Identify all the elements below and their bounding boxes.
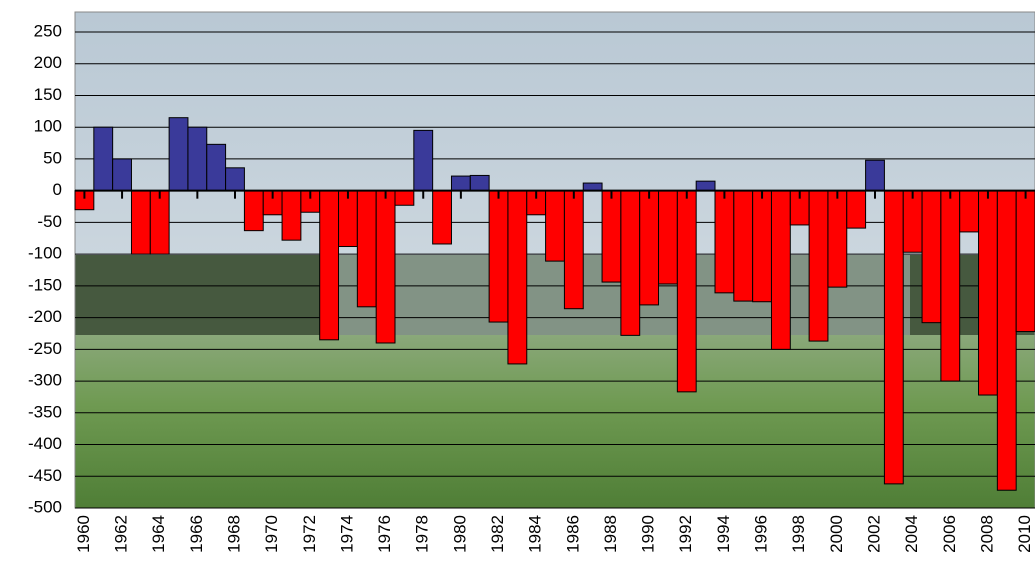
bar [659,191,678,284]
bar [564,191,583,309]
bar [188,127,207,190]
y-tick-label: -150 [28,275,62,294]
bar [546,191,565,261]
x-tick-label: 2000 [827,515,846,553]
x-tick-label: 1964 [149,515,168,553]
x-tick-label: 1978 [413,515,432,553]
y-tick-label: 100 [34,117,62,136]
bar [809,191,828,341]
y-tick-label: -100 [28,244,62,263]
bar [282,191,301,241]
x-tick-label: 1960 [74,515,93,553]
x-tick-label: 1990 [639,515,658,553]
x-tick-label: 1966 [187,515,206,553]
bar [866,160,885,190]
bar [960,191,979,232]
x-tick-label: 1974 [337,515,356,553]
bar [395,191,414,206]
y-tick-label: 50 [43,148,62,167]
x-tick-label: 2008 [977,515,996,553]
x-tick-label: 2004 [902,515,921,553]
bar [640,191,659,305]
x-tick-label: 1968 [224,515,243,553]
bar [376,191,395,343]
y-tick-label: -450 [28,466,62,485]
bar [602,191,621,282]
y-tick-label: -500 [28,497,62,516]
bar [489,191,508,322]
bar [903,191,922,253]
y-tick-label: 200 [34,53,62,72]
x-tick-label: 2002 [864,515,883,553]
x-tick-label: 1988 [601,515,620,553]
x-tick-label: 1982 [488,515,507,553]
bar [94,127,113,190]
bar [320,191,339,340]
bar [1016,191,1035,332]
y-tick-label: 150 [34,85,62,104]
bar [226,168,245,191]
bar [357,191,376,307]
x-tick-label: 1970 [262,515,281,553]
bar [771,191,790,350]
bar [451,176,470,191]
bar [715,191,734,293]
bar [508,191,527,364]
bar [696,181,715,191]
bar [979,191,998,395]
bar [339,191,358,247]
y-tick-label: -400 [28,434,62,453]
x-tick-label: 2010 [1015,515,1034,553]
bar [828,191,847,287]
x-tick-label: 2006 [940,515,959,553]
x-tick-label: 1976 [375,515,394,553]
bar [414,130,433,190]
bar [847,191,866,228]
x-tick-label: 1992 [676,515,695,553]
bar [884,191,903,484]
chart: -500-450-400-350-300-250-200-150-100-500… [0,0,1035,568]
bar [169,118,188,191]
y-tick-label: -50 [37,212,62,231]
bar [207,144,226,190]
y-tick-label: 0 [53,180,62,199]
x-tick-label: 1994 [714,515,733,553]
bar [997,191,1016,491]
y-tick-label: -350 [28,402,62,421]
bar [131,191,150,254]
bar [433,191,452,244]
y-tick-label: 250 [34,21,62,40]
bar [583,183,602,191]
bar [244,191,263,231]
bar [150,191,169,254]
bar [621,191,640,336]
bar [941,191,960,381]
y-tick-label: -250 [28,339,62,358]
x-tick-label: 1980 [450,515,469,553]
x-tick-label: 1984 [526,515,545,553]
bar [113,159,132,191]
bar [470,175,489,190]
x-tick-label: 1972 [300,515,319,553]
bar [922,191,941,323]
bar [677,191,696,392]
y-tick-label: -300 [28,371,62,390]
bar [734,191,753,301]
x-tick-label: 1962 [112,515,131,553]
x-tick-label: 1986 [563,515,582,553]
y-tick-label: -200 [28,307,62,326]
x-tick-label: 1996 [752,515,771,553]
bar [753,191,772,302]
x-tick-label: 1998 [789,515,808,553]
